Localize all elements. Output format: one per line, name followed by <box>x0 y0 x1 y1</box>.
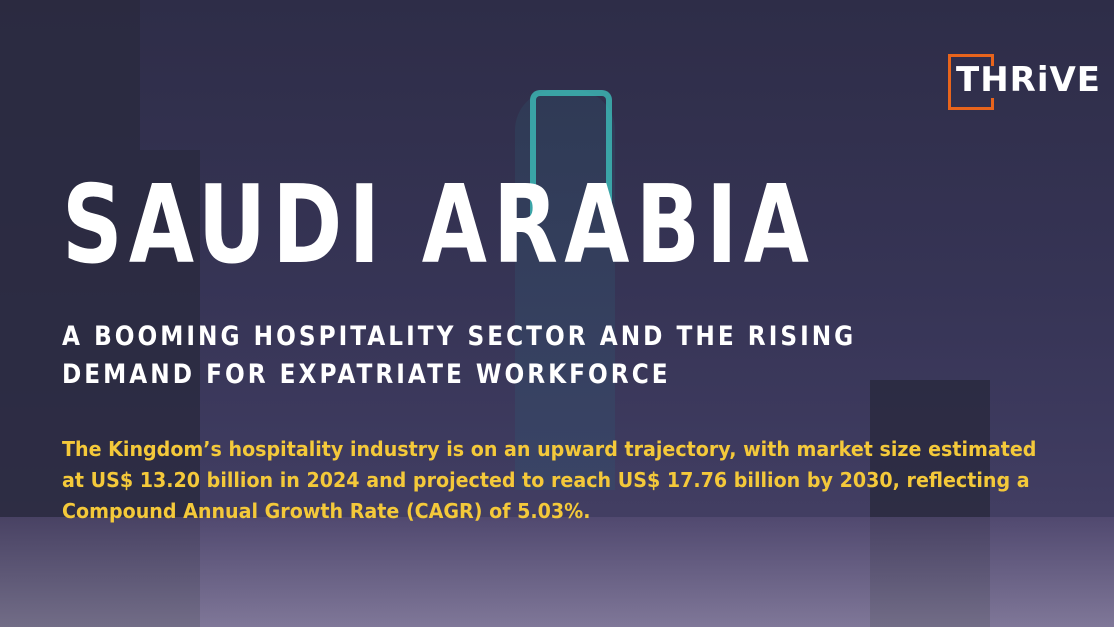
subtitle: A BOOMING HOSPITALITY SECTOR AND THE RIS… <box>62 318 856 394</box>
subtitle-line: A BOOMING HOSPITALITY SECTOR AND THE RIS… <box>62 321 857 352</box>
logo-bracket <box>948 54 994 110</box>
body-text: The Kingdom’s hospitality industry is on… <box>62 437 1037 523</box>
tower-arch <box>530 90 612 216</box>
logo-text: THRiVE <box>956 60 1102 100</box>
page-title: SAUDI ARABIA <box>62 163 816 288</box>
subtitle-line: DEMAND FOR EXPATRIATE WORKFORCE <box>62 359 671 390</box>
thrive-logo: THRiVE <box>948 54 1102 110</box>
highway <box>0 517 1114 627</box>
